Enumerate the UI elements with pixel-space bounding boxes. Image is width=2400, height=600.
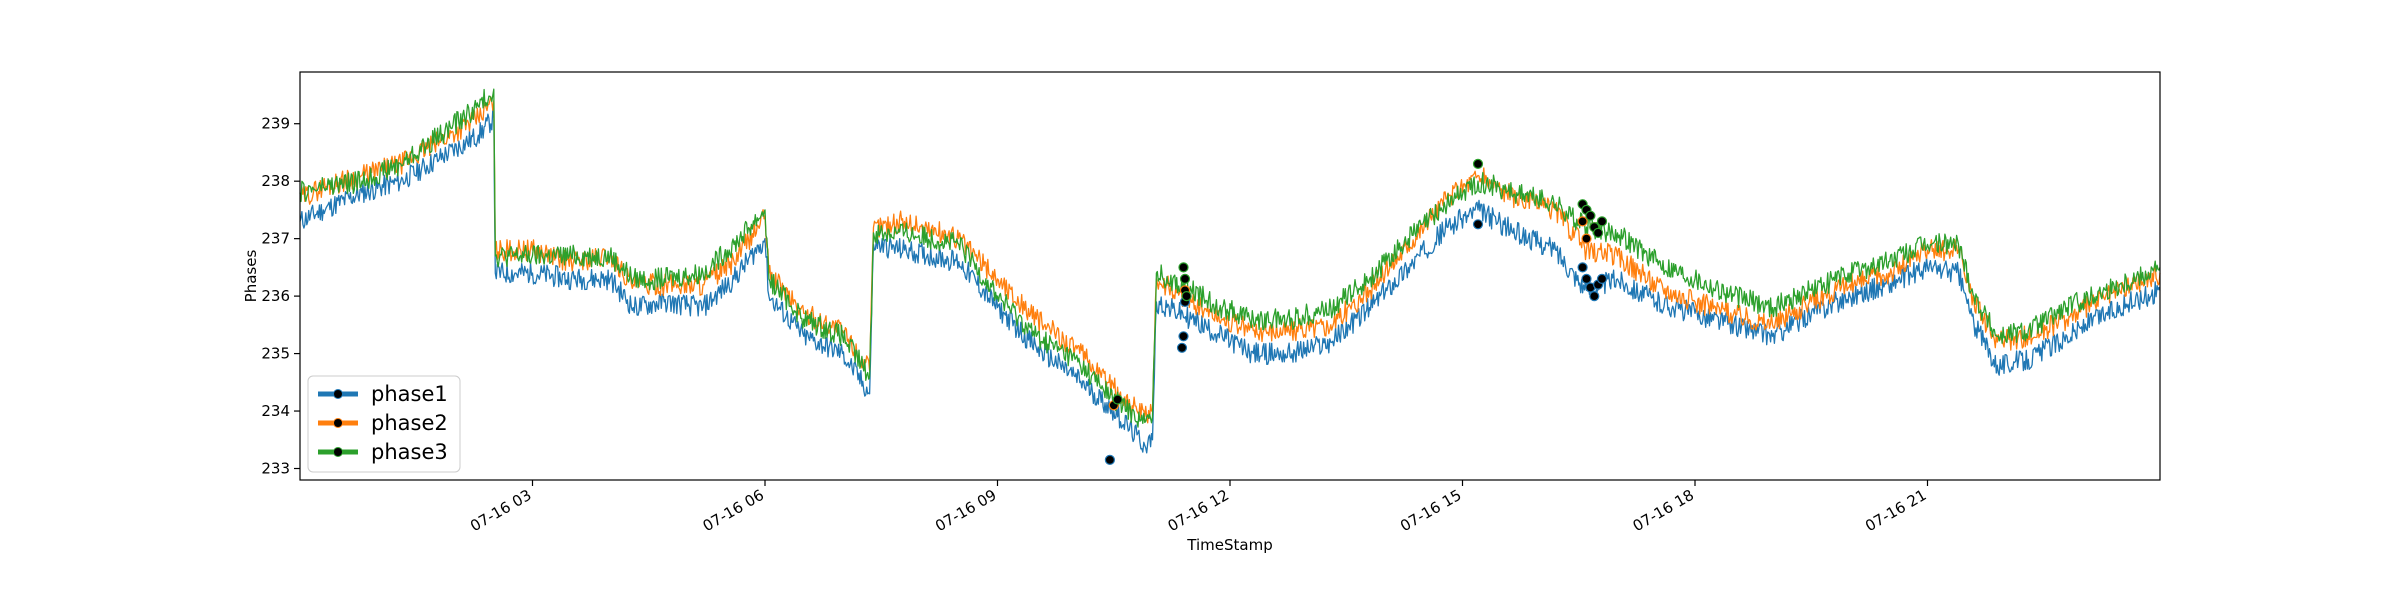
legend-label-phase1: phase1 — [371, 382, 448, 406]
y-axis: 233 234 235 236 237 238 239 — [261, 115, 300, 478]
anomaly-marker-phase1 — [1589, 291, 1600, 302]
y-tick-label: 237 — [261, 230, 290, 248]
y-tick-label: 234 — [261, 402, 290, 420]
anomaly-marker-phase1 — [1581, 273, 1592, 284]
legend-label-phase3: phase3 — [371, 440, 448, 464]
anomaly-marker-phase3 — [1178, 262, 1189, 273]
y-tick-label: 235 — [261, 345, 290, 363]
series-line-phase3 — [299, 88, 2161, 428]
y-tick-label: 239 — [261, 115, 290, 133]
anomaly-marker-phase3 — [1592, 227, 1604, 238]
legend-marker-phase1 — [333, 389, 343, 399]
legend-marker-phase3 — [333, 447, 343, 457]
anomaly-marker-phase3 — [1472, 158, 1484, 169]
y-tick-label: 233 — [261, 460, 290, 478]
anomaly-marker-phase3 — [1112, 394, 1123, 405]
legend-marker-phase2 — [333, 418, 343, 428]
anomaly-marker-phase3 — [1585, 210, 1596, 221]
legend-label-phase2: phase2 — [371, 411, 448, 435]
series-line-phase1 — [299, 108, 2161, 454]
x-axis-title: TimeStamp — [1186, 536, 1272, 554]
anomaly-marker-phase1 — [1596, 273, 1608, 284]
legend: phase1 phase2 phase3 — [307, 375, 461, 473]
anomaly-marker-phase3 — [1596, 216, 1608, 227]
anomaly-marker-phase3 — [1181, 291, 1192, 302]
y-tick-label: 238 — [261, 172, 290, 190]
anomaly-marker-phase2 — [1577, 216, 1588, 227]
anomaly-marker-phase1 — [1176, 342, 1188, 353]
anomaly-marker-phase1 — [1178, 331, 1189, 342]
anomaly-marker-phase3 — [1179, 273, 1191, 284]
y-axis-title: Phases — [242, 250, 260, 303]
y-tick-label: 236 — [261, 287, 290, 305]
anomaly-marker-phase1 — [1104, 454, 1116, 465]
legend-box — [307, 375, 461, 473]
anomaly-marker-phase1 — [1577, 262, 1588, 273]
series-layer — [299, 88, 2161, 454]
anomaly-marker-layer — [1104, 158, 1608, 465]
anomaly-marker-phase2 — [1581, 233, 1592, 244]
anomaly-marker-phase1 — [1472, 219, 1484, 230]
